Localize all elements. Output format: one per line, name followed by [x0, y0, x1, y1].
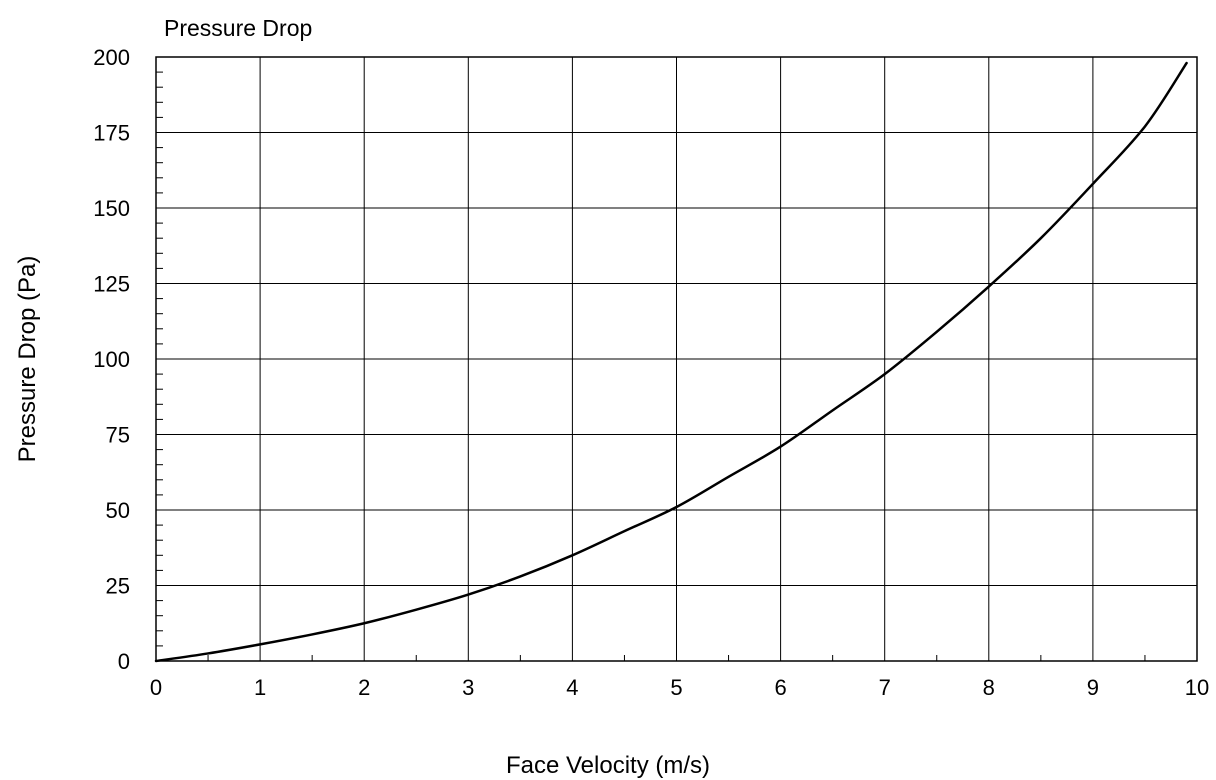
x-tick-label: 10	[1185, 675, 1209, 700]
y-tick-label: 150	[93, 196, 130, 221]
x-tick-label: 1	[254, 675, 266, 700]
series-line	[154, 61, 1188, 663]
y-tick-label: 75	[106, 423, 130, 448]
y-tick-label: 50	[106, 498, 130, 523]
x-axis-title: Face Velocity (m/s)	[506, 752, 710, 779]
x-tick-labels: 0 1 2 3 4 5 6 7 8 9 10	[150, 675, 1209, 700]
x-tick-label: 4	[566, 675, 578, 700]
x-tick-label: 0	[150, 675, 162, 700]
y-tick-label: 100	[93, 347, 130, 372]
y-tick-label: 25	[106, 574, 130, 599]
y-tick-label: 0	[118, 649, 130, 674]
x-tick-label: 9	[1087, 675, 1099, 700]
chart-title: Pressure Drop	[164, 15, 312, 41]
x-tick-label: 8	[983, 675, 995, 700]
x-tick-label: 3	[462, 675, 474, 700]
y-tick-label: 175	[93, 121, 130, 146]
x-tick-label: 5	[670, 675, 682, 700]
x-tick-label: 7	[879, 675, 891, 700]
series-layer	[154, 61, 1188, 663]
y-tick-label: 200	[93, 45, 130, 70]
y-tick-labels: 0 25 50 75 100 125 150 175 200	[93, 45, 130, 674]
y-tick-label: 125	[93, 272, 130, 297]
grid	[156, 57, 1197, 661]
x-tick-label: 2	[358, 675, 370, 700]
plot-area-frame	[155, 56, 1198, 662]
y-axis-title: Pressure Drop (Pa)	[14, 256, 41, 463]
x-tick-label: 6	[774, 675, 786, 700]
minor-ticks	[156, 71, 1146, 661]
